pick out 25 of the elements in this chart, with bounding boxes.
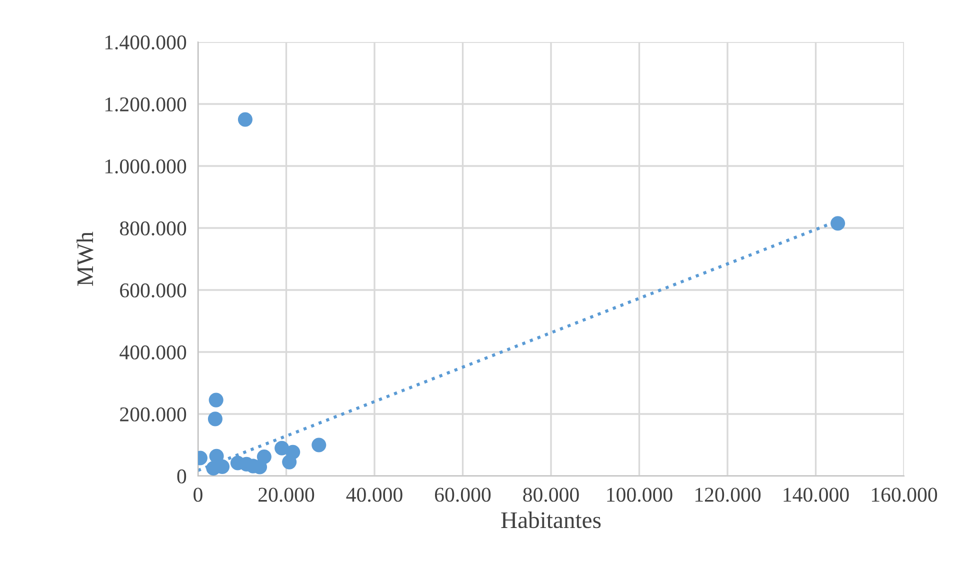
x-axis-title: Habitantes xyxy=(501,512,601,528)
point xyxy=(238,112,252,127)
x-tick-label: 0 xyxy=(194,488,202,502)
y-tick-label: 600.000 xyxy=(120,283,186,298)
x-tick-label: 80.000 xyxy=(523,488,579,502)
x-tick-label: 20.000 xyxy=(258,488,314,502)
y-tick-label: 1.200.000 xyxy=(105,97,186,112)
y-tick-label: 200.000 xyxy=(120,407,186,422)
y-axis-title: MWh xyxy=(76,232,94,286)
x-tick-label: 60.000 xyxy=(435,488,491,502)
point xyxy=(282,454,297,470)
point xyxy=(830,216,846,231)
point xyxy=(208,392,224,408)
y-tick-label: 1.400.000 xyxy=(105,35,186,50)
point xyxy=(312,438,326,452)
y-tick-label: 800.000 xyxy=(120,221,186,236)
y-tick-label: 400.000 xyxy=(120,345,186,360)
x-tick-label: 100.000 xyxy=(607,488,672,502)
x-tick-label: 120.000 xyxy=(695,488,761,502)
y-tick-label: 1.000.000 xyxy=(105,159,186,174)
x-tick-label: 40.000 xyxy=(346,488,402,502)
x-tick-label: 160.000 xyxy=(872,488,938,502)
x-tick-label: 140.000 xyxy=(784,488,849,502)
point xyxy=(208,412,222,426)
y-tick-label: 0 xyxy=(177,469,186,484)
